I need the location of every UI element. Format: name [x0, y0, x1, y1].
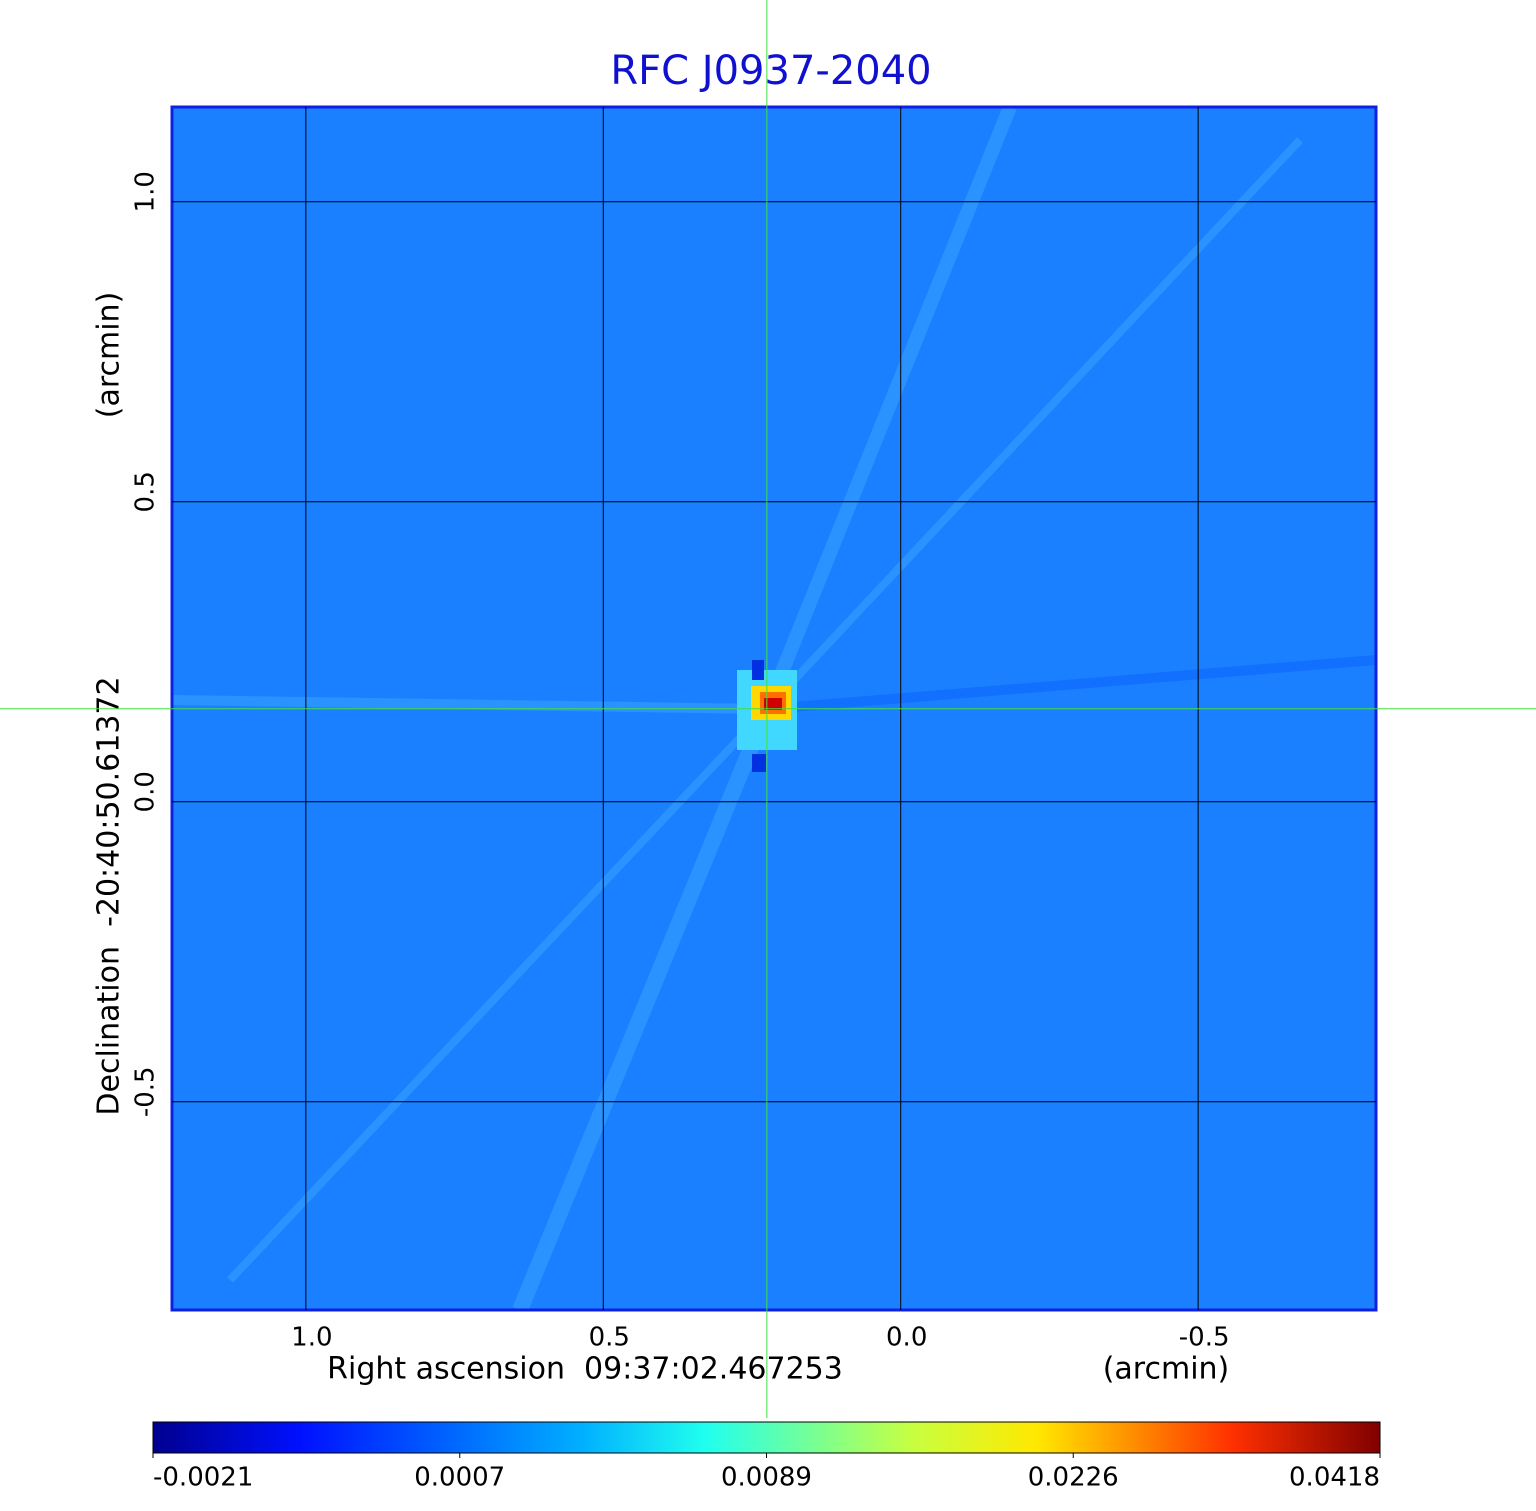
x-axis-label: Right ascension 09:37:02.467253	[327, 1352, 843, 1387]
colorbar-tick-label: 0.0418	[1289, 1463, 1380, 1493]
x-axis-unit: (arcmin)	[1103, 1352, 1230, 1387]
colorbar-tick-label: -0.0021	[153, 1463, 253, 1493]
y-tick-label: 0.0	[131, 771, 161, 812]
x-tick-label: 0.0	[886, 1323, 927, 1353]
colorbar-tick-label: 0.0089	[721, 1463, 812, 1493]
chart-title: RFC J0937-2040	[610, 48, 931, 94]
x-tick-label: 1.0	[291, 1323, 332, 1353]
colorbar-tick-label: 0.0007	[414, 1463, 505, 1493]
y-tick-label: -0.5	[131, 1066, 161, 1117]
y-axis-unit: (arcmin)	[92, 292, 127, 419]
y-tick-label: 1.0	[131, 171, 161, 212]
x-tick-label: 0.5	[589, 1323, 630, 1353]
colorbar-tick-label: 0.0226	[1028, 1463, 1119, 1493]
y-axis-label: Declination -20:40:50.61372	[92, 676, 127, 1115]
colorbar	[152, 1421, 1381, 1454]
y-tick-label: 0.5	[131, 471, 161, 512]
x-tick-label: -0.5	[1179, 1323, 1230, 1353]
